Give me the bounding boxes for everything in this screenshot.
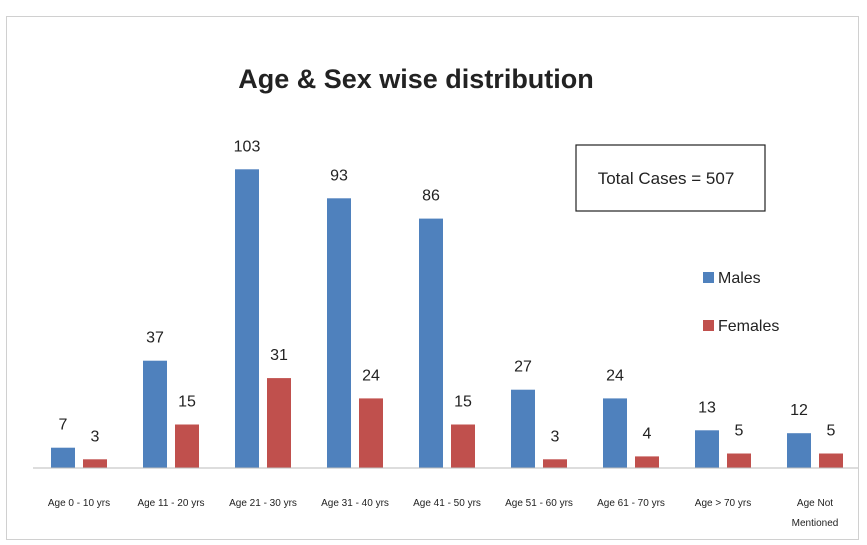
x-axis-labels: Age 0 - 10 yrs Age 11 - 20 yrs Age 21 - 30…	[48, 498, 838, 529]
bar-males-2	[235, 169, 259, 469]
bar-females-3	[359, 398, 383, 468]
bar-males-5	[511, 389, 535, 468]
bar-males-1	[143, 360, 167, 468]
bar-males-6	[603, 398, 627, 468]
bar-females-5	[543, 459, 567, 468]
data-label-females-1: 15	[178, 394, 196, 411]
x-tick-label-6: Age 61 - 70 yrs	[597, 498, 665, 509]
data-label-males-4: 86	[422, 188, 440, 205]
data-label-females-7: 5	[735, 423, 744, 440]
bar-males-7	[695, 430, 719, 468]
data-label-males-5: 27	[514, 359, 532, 376]
chart-title: Age & Sex wise distribution	[238, 64, 594, 94]
legend-swatch-females	[703, 320, 714, 331]
x-tick-label-5: Age 51 - 60 yrs	[505, 498, 573, 509]
x-tick-label-1: Age 11 - 20 yrs	[137, 498, 204, 509]
total-cases-box: Total Cases = 507	[575, 144, 766, 212]
x-tick-label-3: Age 31 - 40 yrs	[321, 498, 389, 509]
legend-swatch-males	[703, 272, 714, 283]
data-labels-group: 7 3 37 15 103 31 93 24 86 15 27 3 24 4 13 5 12 5	[59, 138, 836, 445]
data-label-females-3: 24	[362, 367, 380, 384]
bar-females-1	[175, 424, 199, 468]
data-label-females-4: 15	[454, 394, 472, 411]
x-tick-label-0: Age 0 - 10 yrs	[48, 498, 110, 509]
bars-group	[51, 169, 843, 469]
data-label-females-2: 31	[270, 347, 288, 364]
legend-label-females: Females	[718, 318, 779, 335]
bar-males-0	[51, 447, 75, 468]
data-label-males-8: 12	[790, 402, 808, 419]
bar-females-2	[267, 378, 291, 468]
data-label-females-5: 3	[551, 428, 560, 445]
data-label-males-1: 37	[146, 330, 164, 347]
x-tick-label-7: Age > 70 yrs	[695, 498, 751, 509]
data-label-females-0: 3	[91, 428, 100, 445]
bar-females-4	[451, 424, 475, 468]
bar-males-4	[419, 218, 443, 468]
bar-females-7	[727, 453, 751, 468]
bar-females-0	[83, 459, 107, 468]
legend: Males Females	[703, 270, 779, 335]
legend-label-males: Males	[718, 270, 761, 287]
bar-females-6	[635, 456, 659, 468]
x-tick-label-4: Age 41 - 50 yrs	[413, 498, 481, 509]
bar-females-8	[819, 453, 843, 468]
data-label-males-2: 103	[234, 138, 261, 155]
total-cases-label: Total Cases = 507	[598, 169, 735, 188]
data-label-males-0: 7	[59, 417, 68, 434]
data-label-males-6: 24	[606, 367, 624, 384]
x-tick-label-2: Age 21 - 30 yrs	[229, 498, 297, 509]
data-label-females-6: 4	[643, 425, 652, 442]
data-label-males-7: 13	[698, 399, 716, 416]
data-label-males-3: 93	[330, 167, 348, 184]
bar-males-8	[787, 433, 811, 468]
data-label-females-8: 5	[827, 423, 836, 440]
x-tick-label-8: Age Not Mentioned	[792, 498, 839, 529]
bar-males-3	[327, 198, 351, 469]
